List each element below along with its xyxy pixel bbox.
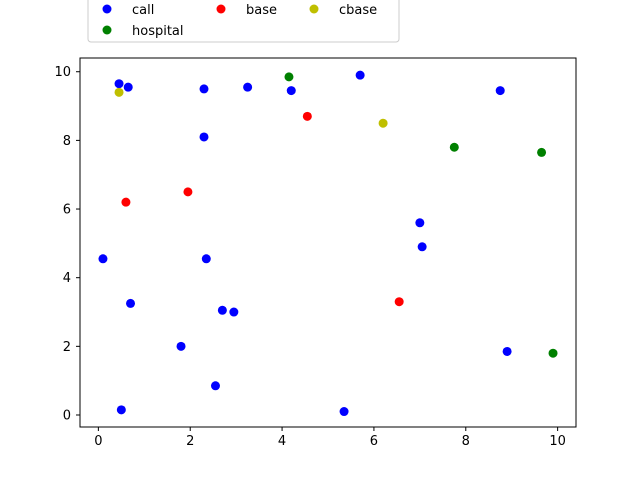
point-call-14 [229, 307, 239, 317]
x-tick-label-4: 8 [462, 434, 470, 449]
legend-marker-base [216, 4, 226, 14]
point-call-18 [116, 405, 126, 415]
point-call-5 [355, 70, 365, 80]
x-tick-label-1: 2 [186, 434, 194, 449]
y-tick-label-4: 8 [63, 134, 71, 149]
point-call-13 [217, 305, 227, 315]
point-call-10 [98, 254, 108, 264]
x-tick-label-3: 6 [370, 434, 378, 449]
point-call-0 [114, 79, 124, 89]
point-base-0 [302, 111, 312, 121]
point-hospital-2 [537, 147, 547, 157]
point-base-3 [394, 297, 404, 307]
x-tick-label-2: 4 [278, 434, 286, 449]
point-call-6 [495, 86, 505, 96]
legend-marker-call [102, 4, 112, 14]
legend-box [87, 0, 400, 43]
legend-label-hospital: hospital [132, 24, 184, 39]
x-tick-label-0: 0 [94, 434, 102, 449]
point-hospital-0 [284, 72, 294, 82]
x-axis: 0 2 4 6 8 10 [94, 427, 566, 449]
y-tick-label-5: 10 [54, 65, 71, 80]
point-call-16 [502, 346, 512, 356]
legend-marker-cbase [309, 4, 319, 14]
point-call-15 [176, 341, 186, 351]
x-tick-label-5: 10 [549, 434, 566, 449]
legend-label-base: base [246, 3, 277, 18]
points-layer [98, 70, 558, 417]
legend: call base cbase hospital [87, 0, 400, 43]
legend-marker-hospital [102, 25, 112, 35]
point-cbase-1 [378, 118, 388, 128]
y-tick-label-2: 4 [63, 271, 71, 286]
point-call-19 [339, 407, 349, 417]
point-call-2 [199, 84, 209, 94]
point-call-1 [123, 82, 133, 92]
y-tick-label-1: 2 [63, 340, 71, 355]
y-tick-label-0: 0 [63, 408, 71, 423]
point-cbase-0 [114, 87, 124, 97]
point-call-12 [126, 298, 136, 308]
point-hospital-1 [449, 142, 459, 152]
point-call-7 [199, 132, 209, 142]
y-tick-label-3: 6 [63, 203, 71, 218]
legend-label-cbase: cbase [339, 3, 377, 18]
point-call-9 [417, 242, 427, 252]
point-call-17 [210, 381, 220, 391]
plot-frame [79, 57, 577, 428]
legend-label-call: call [132, 3, 154, 18]
point-call-11 [201, 254, 211, 264]
point-hospital-3 [548, 348, 558, 358]
point-base-2 [121, 197, 131, 207]
point-base-1 [183, 187, 193, 197]
point-call-8 [415, 218, 425, 228]
y-axis: 0 2 4 6 8 10 [54, 65, 80, 423]
point-call-4 [286, 86, 296, 96]
point-call-3 [243, 82, 253, 92]
